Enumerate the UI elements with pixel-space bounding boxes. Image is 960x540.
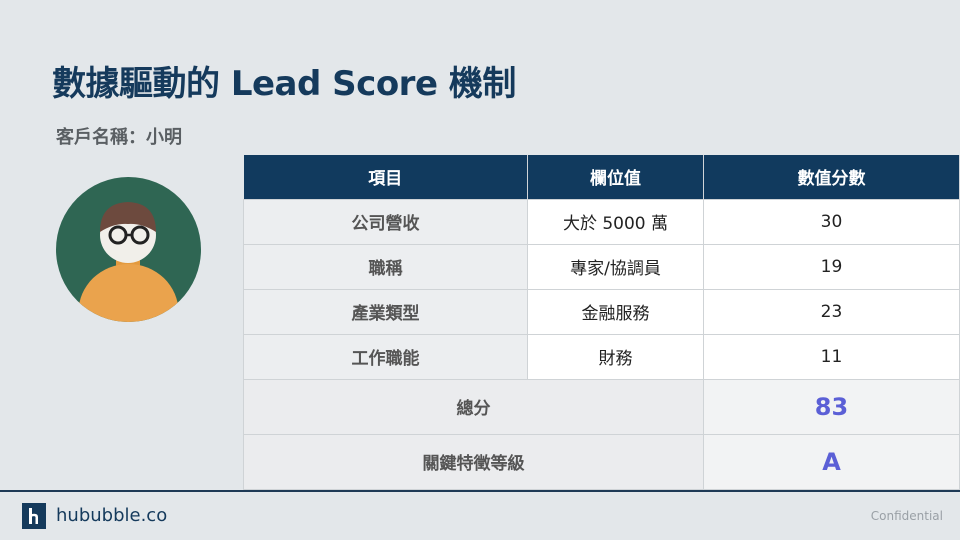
row-value: 專家/協調員: [527, 243, 704, 290]
header-score: 數值分數: [703, 155, 960, 199]
hububble-logo-icon: [22, 503, 46, 529]
table-row: 公司營收 大於 5000 萬 30: [243, 198, 960, 245]
grade-label: 關鍵特徵等級: [243, 433, 704, 490]
row-score: 30: [703, 198, 960, 245]
header-value: 欄位值: [527, 155, 704, 199]
avatar: [56, 177, 201, 322]
row-item: 公司營收: [243, 198, 528, 245]
footer-divider: [0, 490, 960, 492]
total-label: 總分: [243, 378, 704, 435]
row-score: 23: [703, 288, 960, 335]
page-title: 數據驅動的 Lead Score 機制: [52, 64, 516, 104]
table-row: 職稱 專家/協調員 19: [243, 243, 960, 290]
table-header: 項目 欄位值 數值分數: [243, 155, 960, 199]
row-value: 金融服務: [527, 288, 704, 335]
row-score: 19: [703, 243, 960, 290]
grade-value: A: [703, 433, 960, 490]
client-name-label: 客戶名稱：小明: [56, 127, 182, 148]
header-item: 項目: [243, 155, 528, 199]
table-row: 產業類型 金融服務 23: [243, 288, 960, 335]
row-item: 產業類型: [243, 288, 528, 335]
brand-name: hububble.co: [56, 505, 168, 526]
row-item: 職稱: [243, 243, 528, 290]
lead-score-table: 項目 欄位值 數值分數 公司營收 大於 5000 萬 30 職稱 專家/協調員 …: [243, 155, 960, 490]
grade-row: 關鍵特徵等級 A: [243, 433, 960, 490]
total-value: 83: [703, 378, 960, 435]
row-score: 11: [703, 333, 960, 380]
table-row: 工作職能 財務 11: [243, 333, 960, 380]
total-row: 總分 83: [243, 378, 960, 435]
row-item: 工作職能: [243, 333, 528, 380]
row-value: 財務: [527, 333, 704, 380]
row-value: 大於 5000 萬: [527, 198, 704, 245]
confidential-label: Confidential: [870, 509, 943, 523]
